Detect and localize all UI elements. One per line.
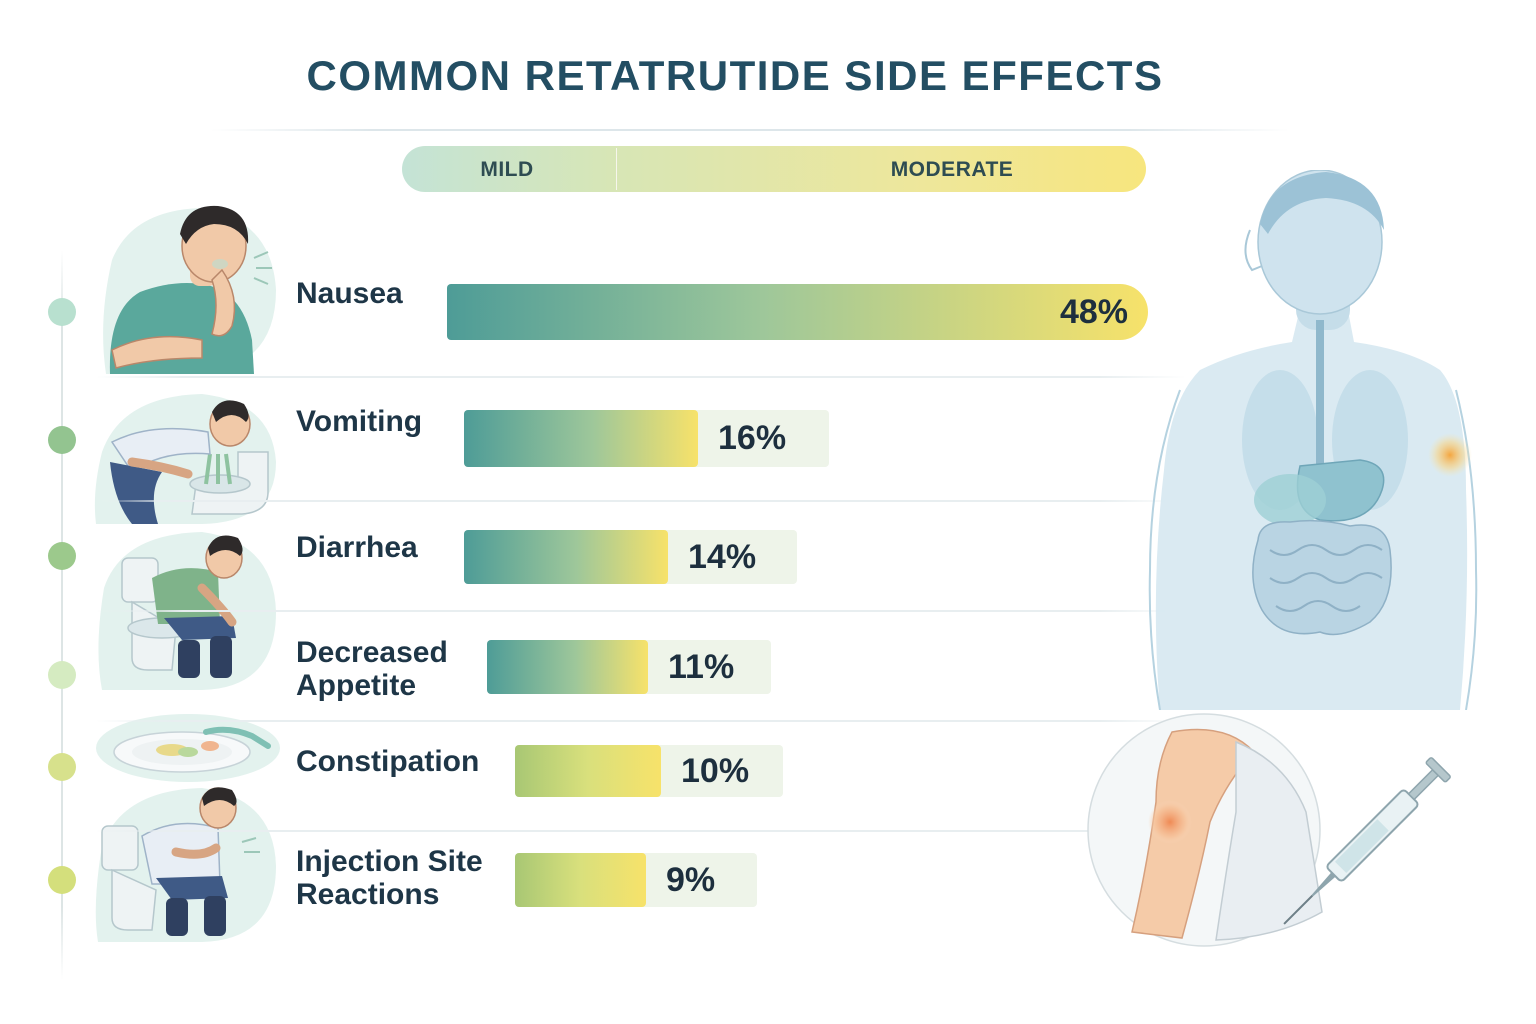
row-divider <box>96 610 1186 612</box>
bar-vomiting <box>464 410 698 467</box>
timeline-dot <box>48 426 76 454</box>
timeline-dot <box>48 542 76 570</box>
title-divider <box>210 129 1290 131</box>
injection-syringe-icon <box>1087 713 1451 947</box>
category-label-constipation: Constipation <box>296 745 479 778</box>
severity-mild-label: MILD <box>480 158 534 181</box>
row-divider <box>96 830 1186 832</box>
severity-scale-divider <box>616 148 617 190</box>
bar-constipation <box>515 745 661 797</box>
category-label-decreased-appetite: Decreased Appetite <box>296 636 448 702</box>
bar-diarrhea <box>464 530 668 584</box>
category-label-line: Decreased <box>296 636 448 669</box>
human-anatomy-icon <box>1148 170 1478 710</box>
value-label-decreased-appetite: 11% <box>668 647 735 686</box>
person-toilet-cramps-icon <box>95 787 276 942</box>
bar-track-constipation: 10% <box>515 745 783 797</box>
timeline-dot <box>48 753 76 781</box>
severity-scale: MILD MODERATE <box>402 146 1146 192</box>
bar-nausea <box>447 284 1148 340</box>
category-label-line: Vomiting <box>296 405 423 438</box>
bar-decreased-appetite <box>487 640 648 694</box>
timeline-dot <box>48 866 76 894</box>
value-label-nausea: 48% <box>1059 292 1128 331</box>
chart-title: COMMON RETATRUTIDE SIDE EFFECTS <box>306 52 1164 99</box>
person-vomiting-icon <box>94 394 276 524</box>
timeline-dot <box>48 661 76 689</box>
category-label-nausea: Nausea <box>296 277 403 310</box>
value-label-constipation: 10% <box>681 751 750 790</box>
row-divider <box>96 376 1186 378</box>
bar-injection-site-reactions <box>515 853 646 907</box>
timeline-dot <box>48 298 76 326</box>
timeline-line <box>61 250 63 980</box>
category-label-line: Injection Site <box>296 845 483 878</box>
bar-track-decreased-appetite: 11% <box>487 640 771 694</box>
severity-moderate-label: MODERATE <box>890 158 1014 181</box>
bar-track-diarrhea: 14% <box>464 530 797 584</box>
value-label-vomiting: 16% <box>718 419 787 457</box>
category-label-line: Constipation <box>296 745 480 778</box>
dinner-plate-icon <box>96 714 280 782</box>
category-label-line: Diarrhea <box>296 531 418 564</box>
value-label-diarrhea: 14% <box>688 537 757 576</box>
row-divider <box>96 500 1186 502</box>
category-label-injection-site-reactions: Injection Site Reactions <box>296 845 483 911</box>
category-label-line: Nausea <box>296 277 403 310</box>
row-divider <box>96 720 1186 722</box>
category-label-line: Appetite <box>296 669 416 702</box>
bar-track-nausea: 48% <box>447 284 1148 340</box>
category-label-line: Reactions <box>296 878 440 911</box>
bar-track-injection-site-reactions: 9% <box>515 853 757 907</box>
bar-track-vomiting: 16% <box>464 410 829 467</box>
category-label-diarrhea: Diarrhea <box>296 531 418 564</box>
person-nausea-icon <box>103 205 276 374</box>
value-label-injection-site-reactions: 9% <box>666 860 716 899</box>
category-label-vomiting: Vomiting <box>296 405 422 438</box>
